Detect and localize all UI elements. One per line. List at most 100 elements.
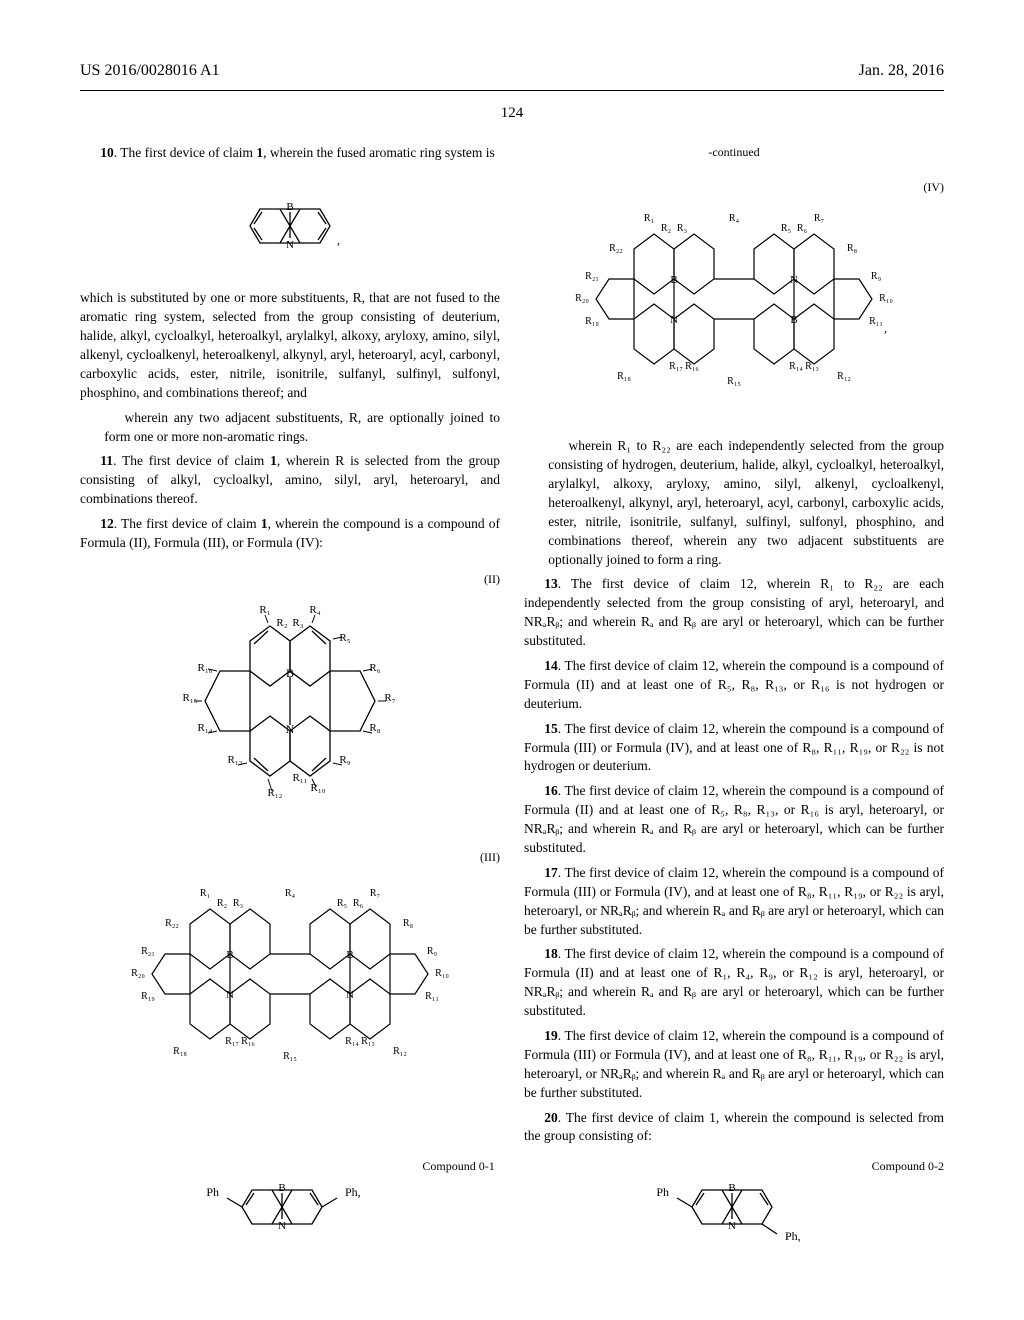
formula-iii-label: (III): [480, 849, 500, 866]
compound-0-1-label: Compound 0-1: [422, 1158, 494, 1175]
svg-text:R₅: R₅: [781, 223, 791, 234]
svg-text:,: ,: [337, 233, 340, 247]
svg-text:R₃: R₃: [233, 898, 243, 909]
continued-header: -continued: [524, 144, 944, 161]
svg-text:R₉: R₉: [427, 946, 438, 957]
claim-10-body2: wherein any two adjacent substituents, R…: [80, 409, 500, 447]
patent-number: US 2016/0028016 A1: [80, 60, 220, 82]
claim-12-text-a: . The first device of claim: [114, 516, 261, 531]
claim-11-ref: 1: [270, 453, 277, 468]
claim-18-number: 18: [544, 946, 558, 961]
svg-text:B: B: [279, 1182, 286, 1194]
svg-text:N: N: [226, 989, 234, 1001]
svg-text:B: B: [790, 314, 797, 326]
claim-12-ref: 1: [261, 516, 268, 531]
svg-text:R₅: R₅: [339, 632, 350, 644]
claim-19-body: . The first device of claim 12, wherein …: [524, 1028, 944, 1100]
chem-compound-0-1-icon: B N Ph Ph,: [187, 1162, 387, 1252]
svg-text:R₂: R₂: [661, 223, 671, 234]
svg-text:R₄: R₄: [729, 213, 740, 224]
svg-text:R₁₉: R₁₉: [585, 316, 599, 327]
svg-text:N: N: [286, 722, 295, 736]
svg-text:R₁₁: R₁₁: [292, 772, 307, 784]
svg-text:R₉: R₉: [871, 271, 882, 282]
svg-text:R₂₂: R₂₂: [165, 918, 179, 929]
svg-text:R₁₄: R₁₄: [789, 361, 803, 372]
svg-text:R₁₈: R₁₈: [173, 1046, 187, 1057]
svg-text:R₁₅: R₁₅: [182, 692, 197, 704]
claim-16-number: 16: [544, 783, 558, 798]
left-column: 10. The first device of claim 1, wherein…: [80, 144, 500, 1152]
chem-formula-ii-icon: B N R₁ R₂ R₃ R₄ R₅ R₆ R₇ R₈ R₉ R₁₀ R: [150, 571, 430, 831]
compound-0-2: Compound 0-2 B N Ph Ph,: [529, 1162, 944, 1252]
claim-20-body: . The first device of claim 1, wherein t…: [524, 1110, 944, 1144]
two-column-layout: 10. The first device of claim 1, wherein…: [80, 144, 944, 1152]
svg-text:R₁₆: R₁₆: [241, 1036, 255, 1047]
formula-iv-wherein: wherein R₁ to R₂₂ are each independently…: [524, 437, 944, 569]
svg-text:R₁₆: R₁₆: [685, 361, 699, 372]
claim-16-body: . The first device of claim 12, wherein …: [524, 783, 944, 855]
svg-text:R₁₂: R₁₂: [267, 787, 282, 799]
svg-text:R₂₂: R₂₂: [609, 243, 623, 254]
structure-formula-iv: (IV): [524, 179, 944, 419]
claim-12-number: 12: [100, 516, 114, 531]
claim-14-number: 14: [544, 658, 558, 673]
svg-text:R₇: R₇: [814, 213, 824, 224]
svg-text:R₁₆: R₁₆: [197, 662, 212, 674]
svg-text:R₄: R₄: [309, 604, 320, 616]
right-column: -continued (IV): [524, 144, 944, 1152]
svg-text:R₁₁: R₁₁: [869, 316, 883, 327]
svg-text:R₁₉: R₁₉: [141, 991, 155, 1002]
svg-text:R₆: R₆: [797, 223, 808, 234]
svg-text:R₇: R₇: [370, 888, 380, 899]
b-label: B: [286, 201, 293, 213]
claim-10-number: 10: [100, 145, 114, 160]
svg-text:R₈: R₈: [403, 918, 414, 929]
svg-text:R₂₀: R₂₀: [575, 293, 589, 304]
svg-text:R₆: R₆: [353, 898, 364, 909]
svg-text:R₁₃: R₁₃: [361, 1036, 375, 1047]
claim-13-number: 13: [544, 576, 558, 591]
claim-11-text-a: . The first device of claim: [113, 453, 270, 468]
n-label: N: [286, 239, 294, 251]
claim-11-number: 11: [100, 453, 113, 468]
svg-text:B: B: [670, 274, 677, 286]
chem-compound-0-2-icon: B N Ph Ph,: [637, 1162, 837, 1252]
claim-19-number: 19: [544, 1028, 558, 1043]
svg-text:R₁: R₁: [644, 213, 654, 224]
compound-0-2-label: Compound 0-2: [872, 1158, 944, 1175]
svg-text:Ph,: Ph,: [345, 1185, 361, 1199]
svg-text:Ph: Ph: [656, 1185, 669, 1199]
chem-formula-iv-icon: B N N B R₁R₂R₃ R₄R₅R₆ R₇R₈ R₉R₁₀R₁₁ R₁₂R…: [554, 184, 914, 414]
svg-text:R₁₃: R₁₃: [805, 361, 819, 372]
svg-text:R₁₀: R₁₀: [310, 782, 325, 794]
svg-text:R₂₁: R₂₁: [141, 946, 155, 957]
claim-10-text-a: . The first device of claim: [114, 145, 257, 160]
svg-text:N: N: [728, 1220, 736, 1232]
claim-15-number: 15: [544, 721, 558, 736]
svg-text:R₁₇: R₁₇: [225, 1036, 239, 1047]
svg-text:R₅: R₅: [337, 898, 347, 909]
structure-formula-iii: (III): [80, 849, 500, 1099]
svg-text:B: B: [346, 949, 353, 961]
svg-text:R₂: R₂: [217, 898, 227, 909]
svg-text:R₁₇: R₁₇: [669, 361, 683, 372]
compound-row: Compound 0-1 B N Ph Ph,: [80, 1162, 944, 1252]
compound-0-1: Compound 0-1 B N Ph Ph,: [80, 1162, 495, 1252]
svg-text:R₁₅: R₁₅: [283, 1051, 297, 1062]
claim-14-body: . The first device of claim 12, wherein …: [524, 658, 944, 711]
svg-text:,: ,: [884, 321, 887, 335]
svg-text:R₁₀: R₁₀: [435, 968, 449, 979]
svg-text:R₁₈: R₁₈: [617, 371, 631, 382]
svg-text:R₉: R₉: [339, 754, 350, 766]
claim-20-number: 20: [544, 1110, 558, 1125]
svg-text:R₁₂: R₁₂: [393, 1046, 407, 1057]
svg-text:R₁₀: R₁₀: [879, 293, 893, 304]
formula-iv-label: (IV): [923, 179, 944, 196]
svg-text:R₈: R₈: [847, 243, 858, 254]
svg-text:R₄: R₄: [285, 888, 296, 899]
svg-text:R₃: R₃: [677, 223, 687, 234]
svg-text:R₈: R₈: [369, 722, 380, 734]
chem-formula-iii-icon: B N B N R₁R₂R₃ R₄R₅R₆ R₇R₈ R₉R₁₀R₁₁ R₁₂R…: [110, 854, 470, 1094]
svg-text:R₂₀: R₂₀: [131, 968, 145, 979]
